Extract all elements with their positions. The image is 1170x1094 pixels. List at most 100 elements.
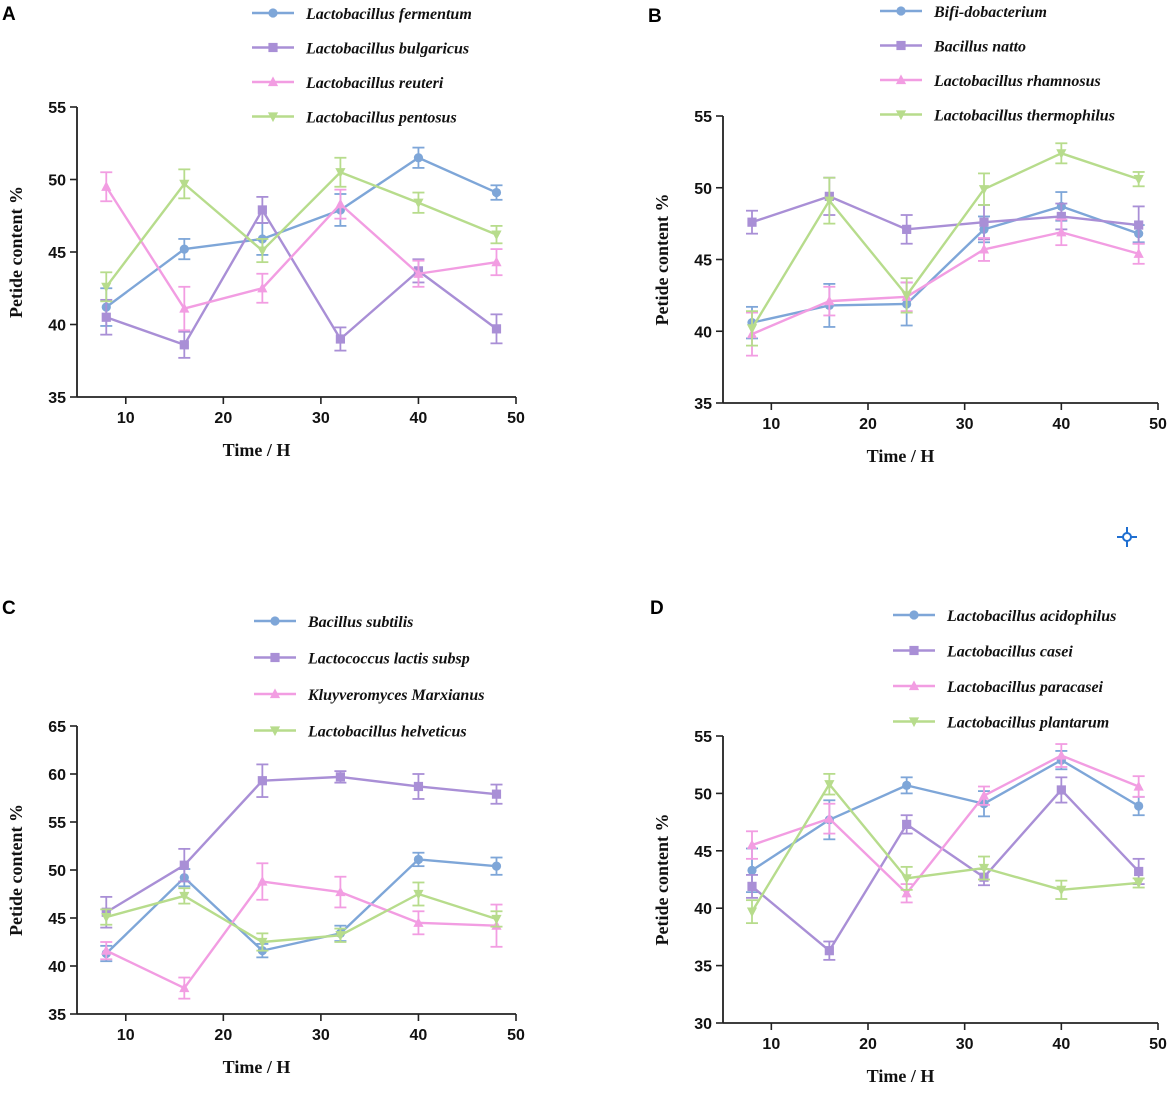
series-lactobacillus-plantarum	[746, 772, 1145, 925]
x-tick-label: 10	[762, 416, 780, 433]
data-point	[491, 256, 502, 267]
data-point	[257, 937, 268, 948]
x-tick-label: 40	[1052, 1036, 1070, 1053]
data-point	[335, 334, 345, 344]
data-point	[979, 217, 989, 227]
data-point	[901, 291, 912, 301]
series-line	[750, 783, 1139, 913]
legend-item: Lactobacillus helveticus	[254, 724, 467, 741]
legend-marker	[908, 680, 920, 691]
x-tick-label: 40	[410, 410, 428, 427]
x-tick-label: 30	[312, 410, 330, 427]
legend-label: Lactobacillus helveticus	[307, 724, 467, 741]
series-line	[105, 880, 497, 990]
panel-letter: D	[650, 598, 664, 619]
legend-marker	[908, 717, 920, 728]
series-line	[751, 195, 1139, 231]
y-tick-label: 55	[48, 815, 66, 832]
crosshair-icon	[1116, 526, 1138, 548]
legend-label: Lactobacillus reuteri	[305, 75, 444, 92]
legend-item: Lactobacillus fermentum	[252, 6, 472, 23]
x-axis-title: Time / H	[867, 1066, 935, 1086]
legend-marker	[268, 42, 278, 53]
y-tick-label: 40	[694, 324, 712, 341]
data-point	[824, 196, 835, 207]
y-axis-title: Petide content %	[6, 186, 26, 318]
legend-marker	[909, 645, 919, 656]
legend-label: Lactobacillus pentosus	[305, 110, 457, 127]
data-point	[824, 295, 835, 306]
data-point	[335, 168, 346, 178]
data-point	[1056, 749, 1067, 760]
y-tick-label: 40	[48, 318, 66, 335]
y-tick-label: 30	[694, 1016, 712, 1033]
data-point	[179, 860, 189, 870]
legend-marker	[269, 726, 281, 737]
y-tick-label: 55	[48, 100, 66, 117]
legend-item: Lactobacillus casei	[893, 644, 1073, 661]
x-axis-title: Time / H	[223, 1057, 291, 1077]
data-point	[1056, 226, 1067, 237]
data-point	[978, 863, 990, 874]
data-point	[101, 181, 112, 191]
data-point	[1056, 785, 1066, 795]
y-tick-label: 60	[48, 767, 66, 784]
data-point	[978, 790, 990, 800]
x-tick-label: 30	[956, 1036, 974, 1053]
data-point	[257, 875, 268, 886]
data-point	[901, 874, 912, 884]
y-tick-label: 45	[694, 253, 712, 270]
panel-letter: B	[648, 6, 662, 27]
legend-label: Lactobacillus plantarum	[946, 715, 1109, 732]
series-line	[105, 171, 497, 288]
legend-item: Lactobacillus bulgaricus	[252, 41, 469, 58]
data-point	[746, 324, 758, 334]
legend-marker	[268, 8, 278, 18]
series-line	[105, 858, 497, 955]
series-line	[751, 231, 1139, 336]
data-point	[335, 886, 346, 897]
y-tick-label: 50	[48, 863, 66, 880]
legend-marker	[269, 688, 281, 699]
legend-item: Lactobacillus pentosus	[252, 110, 457, 127]
y-tick-label: 40	[48, 959, 66, 976]
series-lactobacillus-pentosus	[100, 156, 503, 303]
x-tick-label: 10	[117, 410, 135, 427]
series-line	[751, 754, 1140, 895]
legend-label: Bacillus natto	[933, 39, 1026, 56]
series-bacillus-natto	[746, 176, 1145, 245]
y-tick-label: 35	[48, 390, 66, 407]
y-tick-label: 55	[694, 109, 712, 126]
legend-label: Lactobacillus thermophilus	[933, 108, 1115, 125]
x-tick-label: 30	[956, 416, 974, 433]
legend-item: Lactobacillus reuteri	[252, 75, 444, 92]
x-axis-title: Time / H	[223, 440, 291, 460]
x-tick-label: 50	[1149, 1036, 1167, 1053]
y-tick-label: 45	[694, 844, 712, 861]
series-line	[105, 208, 498, 346]
series-kluyveromyces-marxianus	[100, 862, 503, 1000]
series-lactobacillus-thermophilus	[746, 142, 1145, 347]
legend-marker	[909, 610, 919, 620]
data-point	[1134, 220, 1144, 230]
series-line	[105, 156, 497, 309]
data-point	[179, 982, 190, 993]
data-point	[1133, 175, 1144, 185]
y-tick-label: 45	[48, 245, 66, 262]
data-point	[901, 887, 912, 898]
legend-label: Bifi-dobacterium	[933, 4, 1047, 21]
series-line	[105, 775, 497, 914]
data-point	[1134, 866, 1144, 877]
data-point	[902, 224, 912, 234]
data-point	[413, 268, 424, 278]
data-point	[179, 302, 190, 313]
data-point	[335, 931, 346, 941]
data-point	[491, 914, 502, 925]
y-axis-title: Petide content %	[652, 194, 672, 326]
data-point	[413, 889, 424, 900]
data-point	[335, 198, 346, 209]
data-point	[1133, 780, 1144, 791]
data-point	[1133, 878, 1144, 889]
data-point	[101, 282, 112, 293]
